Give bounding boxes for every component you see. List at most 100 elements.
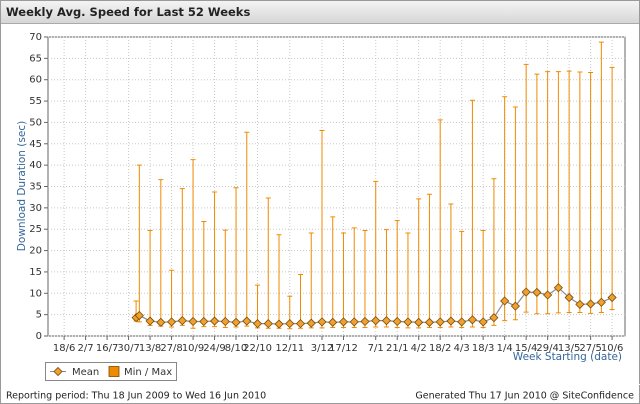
mean-marker	[521, 287, 531, 297]
min-max-bar	[523, 63, 529, 313]
mean-marker	[457, 317, 467, 327]
min-max-bar	[598, 41, 604, 314]
mean-marker	[446, 316, 456, 326]
mean-marker	[575, 299, 585, 309]
min-max-bar	[136, 164, 142, 323]
x-tick-label: 4/3	[454, 343, 470, 354]
mean-marker	[199, 316, 209, 327]
x-tick-label: 27/5	[579, 343, 601, 354]
min-max-bar	[340, 232, 346, 328]
x-tick-label: 1/4	[497, 343, 513, 354]
x-axis-label: Week Starting (date)	[513, 351, 622, 363]
mean-marker	[177, 316, 187, 326]
mean-marker	[586, 299, 596, 309]
chart-title: Weekly Avg. Speed for Last 52 Weeks	[6, 5, 250, 19]
x-tick-label: 30/7	[117, 343, 139, 354]
mean-marker	[553, 283, 563, 293]
min-max-bar	[491, 178, 497, 326]
mean-marker	[596, 297, 606, 307]
mean-marker	[145, 316, 155, 326]
min-max-bar	[566, 70, 572, 314]
mean-marker	[156, 317, 166, 327]
mean-marker	[220, 316, 230, 327]
min-max-bar	[244, 131, 250, 327]
mean-marker	[263, 319, 273, 329]
y-tick-label: 65	[29, 53, 42, 64]
y-tick-label: 55	[29, 96, 42, 107]
min-max-bar	[351, 227, 357, 328]
mean-marker	[188, 316, 198, 327]
min-max-bar	[448, 203, 454, 328]
legend-swatch	[108, 366, 120, 377]
mean-marker	[414, 317, 424, 327]
mean-marker	[489, 313, 499, 323]
mean-marker	[317, 317, 327, 327]
mean-marker	[478, 317, 488, 327]
legend-marker	[53, 366, 63, 377]
min-max-bar	[201, 221, 207, 328]
x-tick-label: 24/9	[203, 343, 225, 354]
min-max-bar	[555, 71, 561, 314]
min-max-bar	[405, 232, 411, 329]
min-max-bar	[179, 188, 185, 326]
min-max-bar	[534, 73, 540, 315]
min-max-bar	[426, 193, 432, 328]
min-max-bar	[319, 130, 325, 329]
y-tick-label: 50	[29, 117, 42, 128]
min-max-bar	[577, 71, 583, 314]
y-tick-label: 0	[36, 331, 42, 342]
min-max-bar	[459, 230, 465, 328]
mean-marker	[338, 317, 349, 327]
legend-label: Mean	[72, 367, 99, 378]
y-tick-label: 45	[29, 139, 42, 150]
y-tick-label: 10	[29, 288, 42, 299]
y-tick-label: 25	[29, 224, 42, 235]
x-tick-label: 3/12	[311, 343, 333, 354]
x-tick-label: 2/7	[78, 343, 94, 354]
y-tick-label: 30	[29, 203, 42, 214]
x-tick-label: 27/8	[160, 343, 182, 354]
mean-marker	[134, 310, 144, 321]
mean-marker	[403, 317, 413, 327]
min-max-bar	[437, 119, 443, 328]
y-tick-label: 15	[29, 267, 42, 278]
min-max-bar	[545, 71, 551, 315]
mean-marker	[392, 316, 402, 327]
mean-marker	[167, 317, 177, 327]
x-tick-label: 10/9	[182, 343, 204, 354]
mean-marker	[252, 319, 263, 329]
y-tick-label: 20	[29, 246, 42, 257]
mean-marker	[435, 317, 445, 327]
x-tick-label: 18/3	[472, 343, 494, 354]
generated-note: Generated Thu 17 Jun 2010 @ SiteConfiden…	[415, 391, 634, 402]
mean-marker	[564, 292, 574, 303]
min-max-bar	[502, 96, 508, 322]
x-tick-label: 21/1	[386, 343, 408, 354]
y-tick-label: 60	[29, 75, 42, 86]
min-max-bar	[308, 232, 314, 329]
x-tick-label: 13/8	[139, 343, 161, 354]
mean-marker	[500, 296, 510, 306]
mean-marker	[607, 292, 617, 303]
x-tick-label: 10/6	[601, 343, 623, 354]
y-tick-label: 35	[29, 182, 42, 193]
x-tick-label: 13/5	[558, 343, 580, 354]
x-tick-label: 29/4	[536, 343, 558, 354]
mean-marker	[231, 317, 241, 327]
min-max-bar	[480, 229, 486, 328]
x-tick-label: 7/1	[368, 343, 384, 354]
min-max-bar	[330, 216, 336, 328]
x-tick-label: 15/4	[515, 343, 537, 354]
mean-marker	[285, 319, 295, 329]
y-tick-label: 70	[29, 32, 42, 43]
y-tick-label: 40	[29, 160, 42, 171]
min-max-bar	[362, 229, 368, 328]
x-tick-label: 4/2	[411, 343, 427, 354]
mean-marker	[467, 315, 477, 325]
min-max-bar	[373, 180, 379, 328]
min-max-bar	[190, 159, 196, 329]
mean-marker	[532, 287, 542, 297]
min-max-bar	[469, 99, 475, 328]
min-max-bar	[609, 66, 615, 311]
